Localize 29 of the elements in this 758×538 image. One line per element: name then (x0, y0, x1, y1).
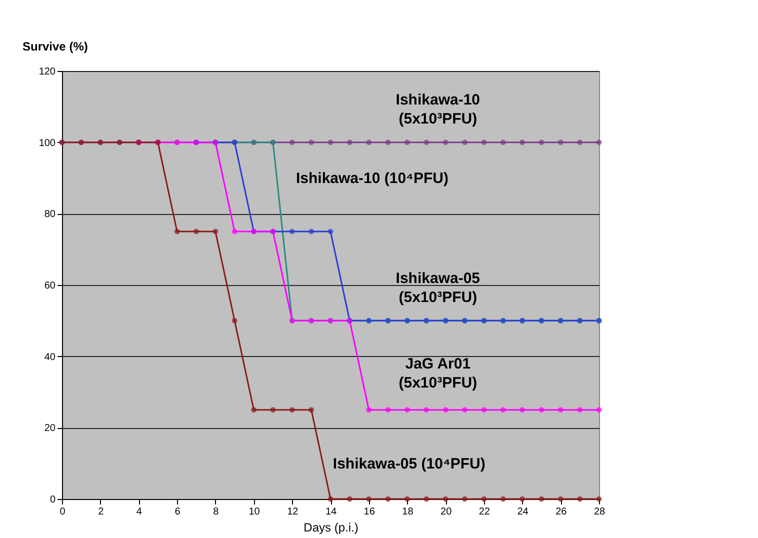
x-tick-label: 14 (325, 506, 337, 518)
x-axis-title: Days (p.i.) (304, 520, 358, 534)
y-tick-label: 120 (38, 66, 56, 78)
x-tick-label: 2 (98, 506, 104, 518)
y-tick-label: 60 (44, 280, 56, 292)
y-tick-label: 80 (44, 209, 56, 220)
x-tick-label: 10 (248, 506, 260, 518)
y-axis-title: Survive (%) (22, 40, 88, 54)
x-tick-label: 26 (556, 506, 568, 518)
series-label: JaG Ar01 (5x10³PFU) (398, 355, 478, 392)
y-tick-label: 0 (50, 494, 56, 506)
x-tick-label: 18 (402, 506, 414, 518)
x-tick-label: 16 (364, 506, 376, 518)
series-label: Ishikawa-10 (5x10³PFU) (396, 92, 480, 128)
x-tick-label: 6 (174, 506, 181, 518)
x-tick-label: 24 (517, 506, 529, 518)
y-tick-label: 40 (44, 352, 56, 363)
x-tick-label: 4 (136, 506, 142, 518)
series-label: Ishikawa-10 (10⁴PFU) (296, 170, 448, 187)
x-tick-label: 8 (213, 506, 220, 518)
x-tick-label: 22 (478, 506, 490, 518)
x-tick-label: 12 (287, 506, 299, 518)
x-tick-label: 28 (594, 506, 606, 518)
series-label: Ishikawa-05 (5x10³PFU) (396, 270, 480, 306)
series-label: Ishikawa-05 (10⁴PFU) (332, 455, 486, 472)
x-tick-label: 0 (60, 506, 66, 518)
y-tick-label: 100 (38, 138, 56, 149)
y-tick-label: 20 (44, 423, 56, 434)
x-tick-label: 20 (440, 506, 452, 518)
